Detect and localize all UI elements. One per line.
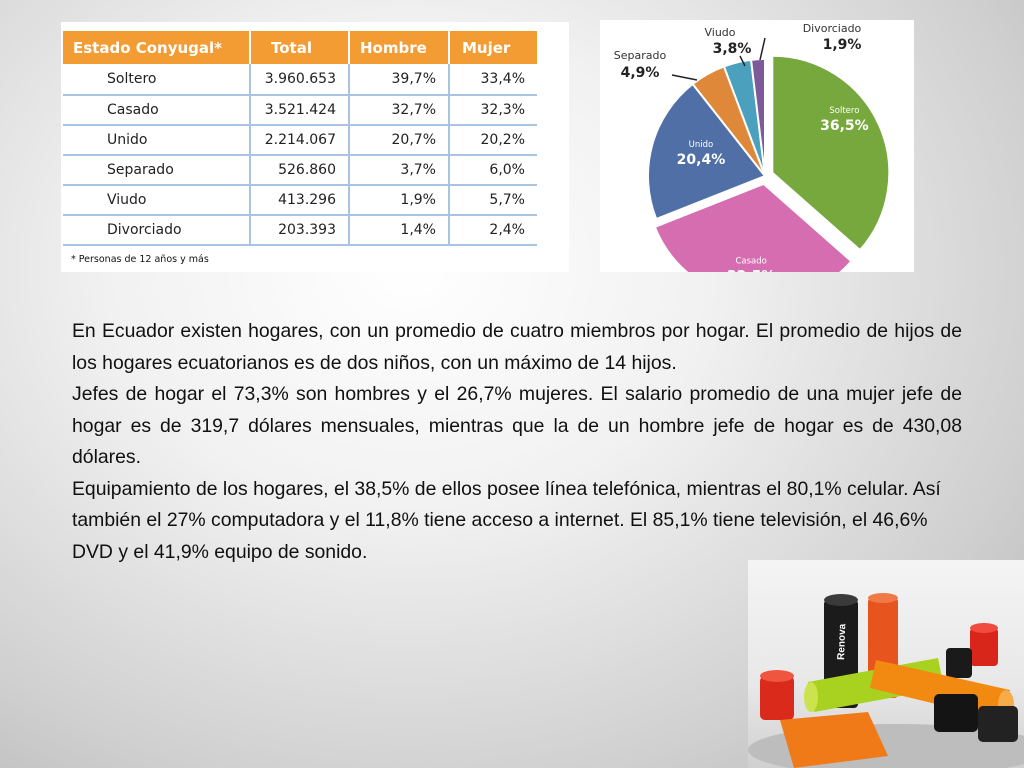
cell-status: Casado bbox=[63, 95, 251, 126]
pie-slice-casado bbox=[653, 182, 853, 272]
cell-hombre: 1,4% bbox=[349, 215, 450, 246]
cell-total: 3.521.424 bbox=[250, 95, 350, 126]
cell-hombre: 32,7% bbox=[349, 95, 450, 126]
pie-label-name: Casado bbox=[735, 256, 766, 266]
body-text: En Ecuador existen hogares, con un prome… bbox=[72, 316, 962, 568]
pie-label-name: Viudo bbox=[704, 26, 735, 39]
cell-mujer: 2,4% bbox=[449, 215, 537, 246]
photo-brand-text: Renova bbox=[836, 623, 848, 660]
header-estado-conyugal: Estado Conyugal* bbox=[63, 31, 251, 64]
cell-hombre: 39,7% bbox=[349, 64, 450, 96]
cell-mujer: 5,7% bbox=[449, 185, 537, 216]
cell-total: 413.296 bbox=[250, 185, 350, 216]
table-row: Soltero 3.960.653 39,7% 33,4% bbox=[63, 64, 537, 96]
pie-slice-unido bbox=[647, 82, 767, 221]
header-total: Total bbox=[250, 31, 350, 64]
cell-mujer: 33,4% bbox=[449, 64, 537, 96]
cell-total: 203.393 bbox=[250, 215, 350, 246]
cell-status: Divorciado bbox=[63, 215, 251, 246]
pie-label-name: Divorciado bbox=[803, 22, 862, 35]
pie-label-value: 32,5% bbox=[727, 268, 776, 272]
cell-hombre: 20,7% bbox=[349, 125, 450, 156]
cell-hombre: 1,9% bbox=[349, 185, 450, 216]
pie-label-name: Soltero bbox=[829, 106, 859, 116]
cell-status: Viudo bbox=[63, 185, 251, 216]
cell-mujer: 32,3% bbox=[449, 95, 537, 126]
table-row: Casado 3.521.424 32,7% 32,3% bbox=[63, 95, 537, 126]
paragraph-heads-of-household: Jefes de hogar el 73,3% son hombres y el… bbox=[72, 383, 962, 468]
pie-slice-divorciado bbox=[749, 57, 766, 177]
pie-leader-line bbox=[671, 74, 698, 81]
cell-status: Separado bbox=[63, 155, 251, 186]
pie-slice-soltero bbox=[771, 54, 891, 252]
paragraph-equipment: Equipamiento de los hogares, el 38,5% de… bbox=[72, 477, 941, 563]
pie-chart: Soltero 36,5% Casado 32,5% Unido 20,4% Separad… bbox=[614, 22, 891, 272]
table-footnote: * Personas de 12 años y más bbox=[71, 254, 209, 265]
paragraph-households: En Ecuador existen hogares, con un prome… bbox=[72, 320, 962, 374]
pie-label-value: 3,8% bbox=[713, 41, 752, 57]
pie-label-value: 20,4% bbox=[677, 152, 726, 168]
pie-label-name: Unido bbox=[689, 140, 714, 150]
pie-label-value: 36,5% bbox=[820, 118, 869, 134]
cell-status: Soltero bbox=[63, 64, 251, 96]
toilet-paper-rolls-image: Renova bbox=[748, 593, 1024, 768]
cell-total: 2.214.067 bbox=[250, 125, 350, 156]
cell-total: 3.960.653 bbox=[250, 64, 350, 96]
pie-label-value: 1,9% bbox=[823, 37, 862, 53]
table-header-row: Estado Conyugal* Total Hombre Mujer bbox=[63, 31, 537, 64]
header-mujer: Mujer bbox=[449, 31, 537, 64]
cell-mujer: 6,0% bbox=[449, 155, 537, 186]
product-photo: Renova bbox=[748, 560, 1024, 768]
marital-status-table-panel: Estado Conyugal* Total Hombre Mujer Solt… bbox=[61, 22, 569, 272]
table-row: Viudo 413.296 1,9% 5,7% bbox=[63, 185, 537, 216]
pie-label-value: 4,9% bbox=[621, 65, 660, 81]
marital-status-table: Estado Conyugal* Total Hombre Mujer Solt… bbox=[63, 31, 537, 246]
pie-label-name: Separado bbox=[614, 49, 667, 62]
cell-status: Unido bbox=[63, 125, 251, 156]
cell-mujer: 20,2% bbox=[449, 125, 537, 156]
pie-leader-line bbox=[739, 55, 746, 67]
cell-hombre: 3,7% bbox=[349, 155, 450, 186]
cell-total: 526.860 bbox=[250, 155, 350, 186]
table-row: Unido 2.214.067 20,7% 20,2% bbox=[63, 125, 537, 156]
pie-leader-line bbox=[759, 37, 766, 61]
table-row: Separado 526.860 3,7% 6,0% bbox=[63, 155, 537, 186]
table-row: Divorciado 203.393 1,4% 2,4% bbox=[63, 215, 537, 246]
header-hombre: Hombre bbox=[349, 31, 450, 64]
marital-status-pie-panel: Soltero 36,5% Casado 32,5% Unido 20,4% Separad… bbox=[600, 20, 914, 272]
